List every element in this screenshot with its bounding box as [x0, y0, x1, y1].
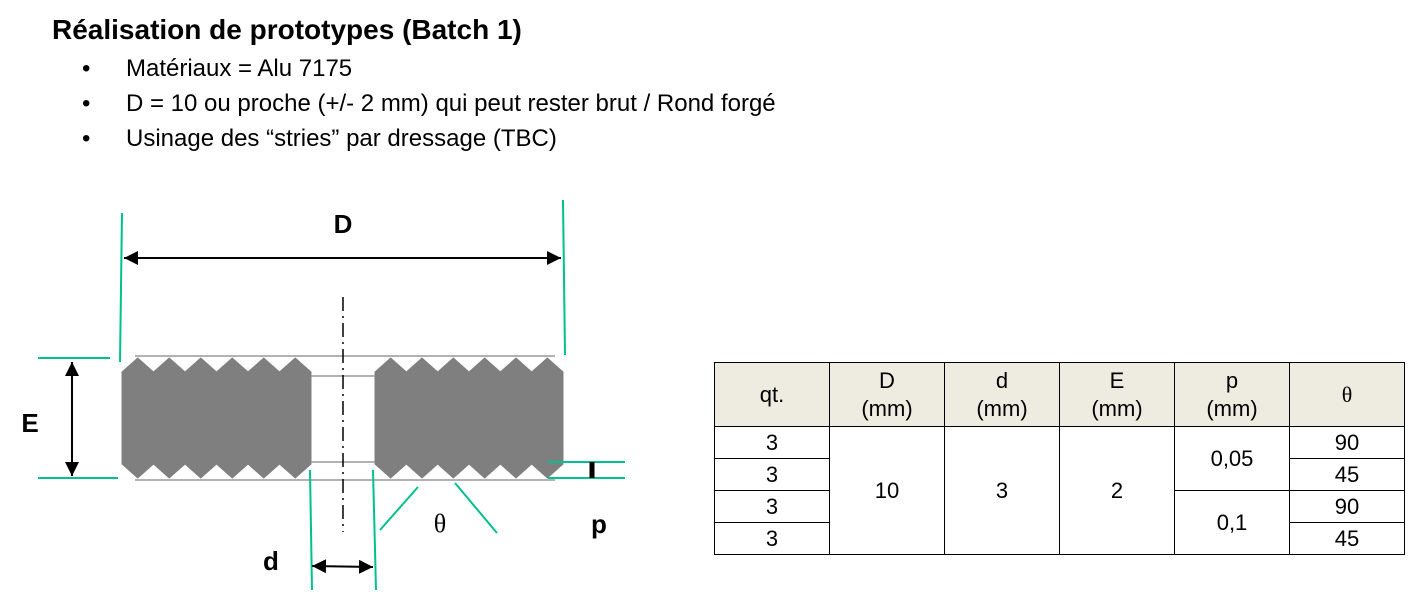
cell: 90 [1289, 490, 1405, 523]
cell: 0,05 [1174, 426, 1290, 491]
dimensions [65, 251, 595, 574]
label-p: p [591, 509, 607, 539]
label-theta: θ [434, 509, 446, 538]
bullet: Usinage des “stries” par dressage (TBC) [78, 124, 776, 159]
construction-lines [38, 199, 625, 591]
header: E [1109, 367, 1125, 393]
header: d [995, 367, 1009, 393]
header: D [879, 367, 895, 393]
row: 3 45 [714, 458, 1405, 491]
part [121, 355, 564, 481]
cell: 10 [829, 426, 945, 555]
unit: (mm) [976, 395, 1028, 421]
row: 3 0,1 90 [714, 490, 1405, 555]
bullet: D = 10 ou proche (+/- 2 mm) qui peut res… [78, 89, 776, 124]
cell: 90 [1289, 426, 1405, 459]
label-d: d [263, 546, 279, 576]
cell: 0,1 [1174, 490, 1290, 555]
header: p [1225, 367, 1239, 393]
cell: 3 [714, 490, 830, 523]
header-cell: qt. [714, 362, 830, 427]
unit: (mm) [861, 395, 913, 421]
header-cell: p (mm) [1174, 362, 1290, 427]
spec-table: qt. D (mm) d (mm) E (mm) p (mm) θ 3 10 3 2 0… [714, 362, 1405, 555]
cell: 3 [714, 522, 830, 555]
label-D: D [334, 209, 353, 239]
header-cell: d (mm) [944, 362, 1060, 427]
unit: (mm) [1206, 395, 1258, 421]
cell: 45 [1289, 522, 1405, 555]
diagram: D E d θ p [21, 199, 625, 591]
header-cell: D (mm) [829, 362, 945, 427]
bullet: Matériaux = Alu 7175 [78, 54, 776, 89]
title: Réalisation de prototypes (Batch 1) [52, 14, 522, 45]
header-cell: E (mm) [1059, 362, 1175, 427]
part-section [121, 357, 312, 479]
cell: 3 [714, 458, 830, 491]
row: 3 10 3 2 0,05 90 [714, 426, 1405, 555]
header: qt. [759, 381, 785, 407]
label-E: E [21, 408, 38, 438]
header-cell: θ [1289, 362, 1405, 427]
bullet-list: Matériaux = Alu 7175 D = 10 ou proche (+… [78, 54, 776, 159]
cell: 3 [944, 426, 1060, 555]
unit: (mm) [1091, 395, 1143, 421]
cell: 2 [1059, 426, 1175, 555]
part-section [374, 357, 564, 479]
cell: 45 [1289, 458, 1405, 491]
cell: 3 [714, 426, 830, 459]
header: θ [1341, 381, 1353, 407]
row: 3 45 [714, 522, 1405, 555]
header-row: qt. D (mm) d (mm) E (mm) p (mm) θ [714, 362, 1405, 427]
